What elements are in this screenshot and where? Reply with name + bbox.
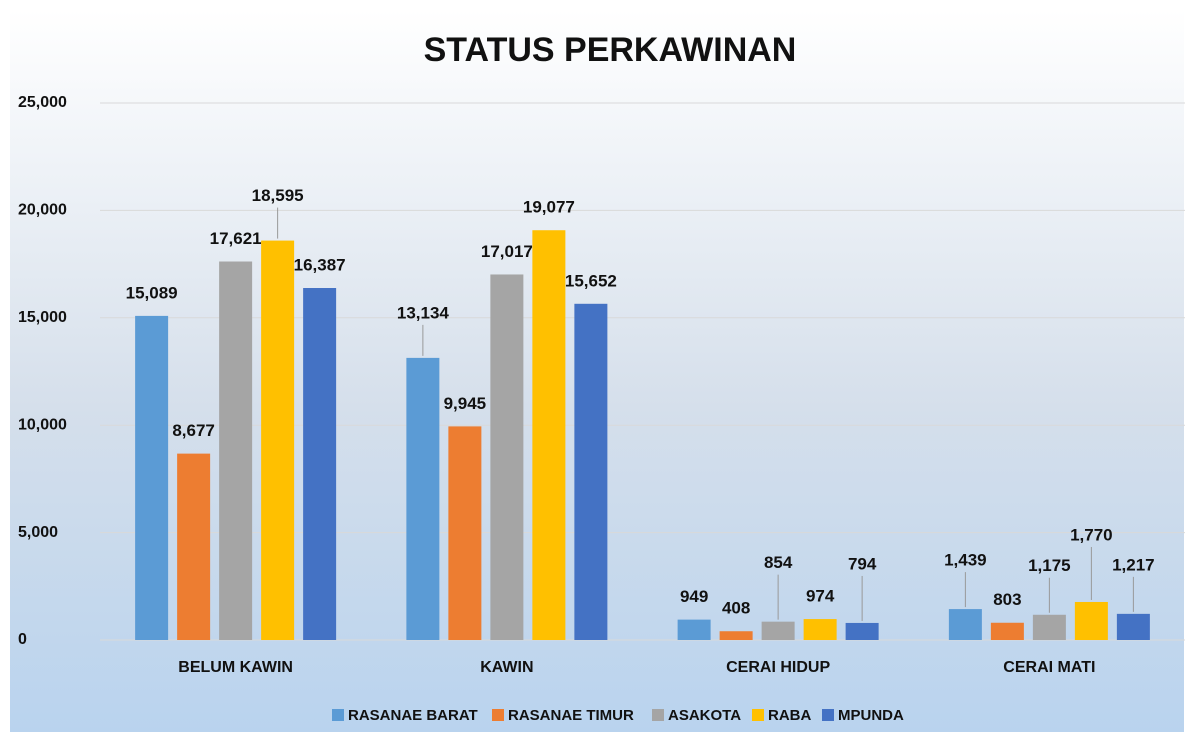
bar — [135, 315, 169, 640]
bar — [490, 274, 524, 640]
data-label: 803 — [993, 590, 1021, 609]
bar — [948, 609, 982, 640]
data-label: 408 — [722, 599, 750, 618]
bar — [803, 619, 837, 640]
legend-label: ASAKOTA — [668, 707, 741, 724]
legend-label: RABA — [768, 707, 811, 724]
data-label: 1,770 — [1070, 525, 1113, 544]
data-label: 854 — [764, 553, 793, 572]
bar — [719, 631, 753, 640]
bar — [532, 230, 566, 640]
x-tick-label: CERAI HIDUP — [726, 659, 830, 676]
bar — [677, 619, 711, 640]
x-tick-label: KAWIN — [480, 659, 533, 676]
bar — [845, 622, 879, 640]
y-tick-label: 25,000 — [18, 94, 67, 111]
bar — [219, 261, 253, 640]
data-label: 1,175 — [1028, 556, 1071, 575]
data-label: 17,621 — [210, 229, 262, 248]
data-label: 16,387 — [294, 255, 346, 274]
legend-swatch — [752, 709, 764, 721]
bar — [761, 621, 795, 640]
chart-title: STATUS PERKAWINAN — [424, 31, 797, 69]
y-tick-label: 15,000 — [18, 309, 67, 326]
y-tick-label: 0 — [18, 631, 27, 648]
bar — [990, 622, 1024, 640]
bar — [406, 357, 440, 640]
bar — [177, 453, 211, 640]
legend-swatch — [332, 709, 344, 721]
y-tick-label: 20,000 — [18, 202, 67, 219]
data-label: 794 — [848, 554, 877, 573]
data-label: 19,077 — [523, 198, 575, 217]
data-label: 13,134 — [397, 303, 450, 322]
legend-swatch — [492, 709, 504, 721]
legend-label: RASANAE TIMUR — [508, 707, 634, 724]
data-label: 949 — [680, 587, 708, 606]
bar — [1032, 614, 1066, 640]
data-label: 17,017 — [481, 242, 533, 261]
bar — [574, 303, 608, 640]
y-tick-label: 10,000 — [18, 416, 67, 433]
data-label: 974 — [806, 587, 835, 606]
data-label: 18,595 — [252, 186, 304, 205]
legend-swatch — [652, 709, 664, 721]
bar — [448, 426, 482, 640]
bar — [303, 288, 337, 640]
legend-label: RASANAE BARAT — [348, 707, 478, 724]
bar — [261, 240, 295, 640]
legend-label: MPUNDA — [838, 707, 904, 724]
y-tick-label: 5,000 — [18, 524, 58, 541]
data-label: 1,217 — [1112, 555, 1155, 574]
data-label: 15,652 — [565, 271, 617, 290]
bar — [1074, 601, 1108, 640]
data-label: 15,089 — [126, 283, 178, 302]
bar — [1116, 613, 1150, 640]
x-tick-label: BELUM KAWIN — [178, 659, 293, 676]
data-label: 8,677 — [172, 421, 215, 440]
data-label: 1,439 — [944, 551, 987, 570]
x-tick-label: CERAI MATI — [1003, 659, 1095, 676]
data-label: 9,945 — [444, 394, 487, 413]
legend-swatch — [822, 709, 834, 721]
